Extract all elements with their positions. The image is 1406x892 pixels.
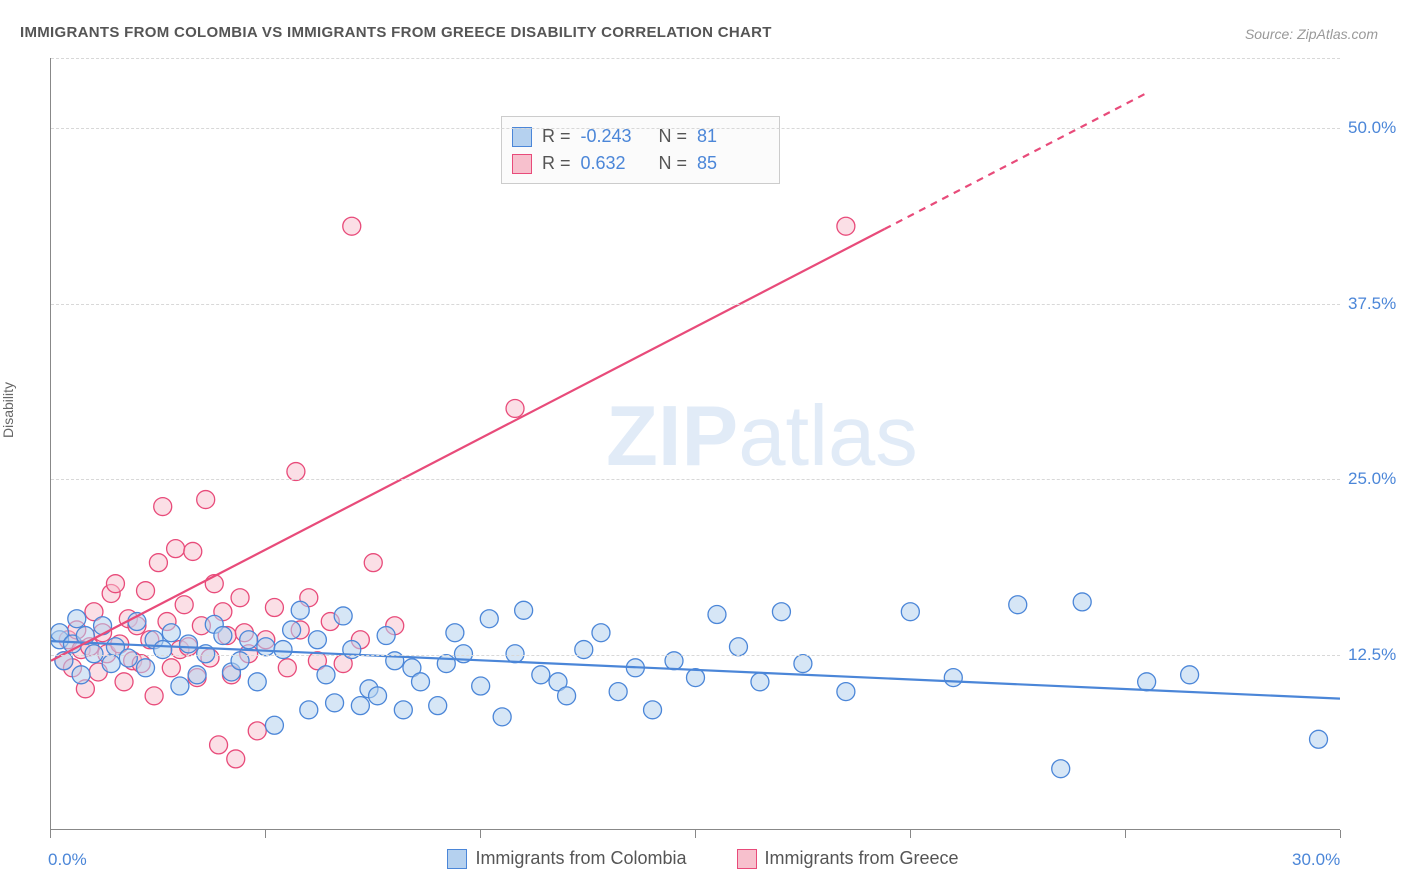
legend-r-label-2: R =	[542, 150, 571, 177]
y-tick-label: 12.5%	[1348, 645, 1396, 665]
legend-n-greece: 85	[697, 150, 765, 177]
swatch-colombia	[512, 127, 532, 147]
correlation-legend: R = -0.243 N = 81 R = 0.632 N = 85	[501, 116, 780, 184]
gridline	[51, 58, 1340, 59]
chart-title: IMMIGRANTS FROM COLOMBIA VS IMMIGRANTS F…	[20, 24, 772, 41]
x-tick-mark	[1125, 830, 1126, 838]
series-legend: Immigrants from Colombia Immigrants from…	[0, 848, 1406, 869]
y-tick-label: 50.0%	[1348, 118, 1396, 138]
legend-n-colombia: 81	[697, 123, 765, 150]
gridline	[51, 128, 1340, 129]
legend-label-colombia: Immigrants from Colombia	[475, 848, 686, 869]
x-tick-mark	[265, 830, 266, 838]
gridline	[51, 655, 1340, 656]
swatch-colombia-2	[447, 849, 467, 869]
x-tick-label: 30.0%	[1292, 850, 1340, 870]
y-tick-label: 37.5%	[1348, 294, 1396, 314]
x-tick-mark	[1340, 830, 1341, 838]
y-tick-label: 25.0%	[1348, 469, 1396, 489]
x-tick-mark	[910, 830, 911, 838]
legend-row-greece: R = 0.632 N = 85	[512, 150, 765, 177]
source-attribution: Source: ZipAtlas.com	[1245, 26, 1378, 42]
x-tick-mark	[695, 830, 696, 838]
gridline	[51, 479, 1340, 480]
plot-area: ZIPatlas R = -0.243 N = 81 R = 0.632 N =…	[50, 58, 1340, 830]
x-tick-label: 0.0%	[48, 850, 87, 870]
x-tick-mark	[50, 830, 51, 838]
legend-n-label-2: N =	[659, 150, 688, 177]
y-axis-label: Disability	[0, 382, 16, 438]
legend-r-greece: 0.632	[581, 150, 649, 177]
legend-item-greece: Immigrants from Greece	[737, 848, 959, 869]
legend-n-label: N =	[659, 123, 688, 150]
x-tick-mark	[480, 830, 481, 838]
legend-r-colombia: -0.243	[581, 123, 649, 150]
gridline	[51, 304, 1340, 305]
swatch-greece	[512, 154, 532, 174]
swatch-greece-2	[737, 849, 757, 869]
legend-row-colombia: R = -0.243 N = 81	[512, 123, 765, 150]
legend-r-label: R =	[542, 123, 571, 150]
legend-item-colombia: Immigrants from Colombia	[447, 848, 686, 869]
legend-label-greece: Immigrants from Greece	[765, 848, 959, 869]
